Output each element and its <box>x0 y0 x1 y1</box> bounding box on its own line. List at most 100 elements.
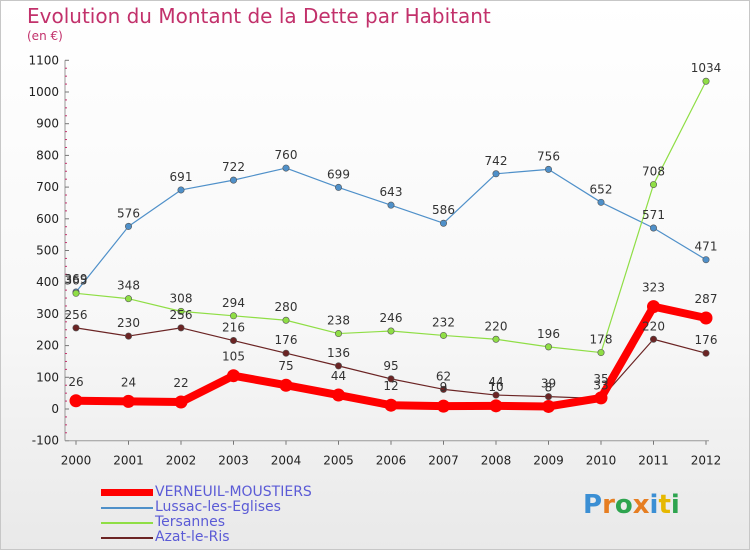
y-tick-label: 0 <box>51 402 59 416</box>
x-tick-label: 2003 <box>218 454 249 468</box>
y-tick-label: 700 <box>36 180 59 194</box>
series-3-point <box>72 324 80 332</box>
data-label-series-3: 176 <box>275 333 298 347</box>
series-3-point <box>702 349 710 357</box>
logo-letter: P <box>583 490 603 520</box>
data-label-series-0: 8 <box>545 380 553 394</box>
data-label-series-0: 287 <box>695 292 718 306</box>
data-label-series-3: 95 <box>383 359 398 373</box>
y-tick-label: 100 <box>36 370 59 384</box>
series-0-point <box>489 399 503 413</box>
legend-label: Azat-le-Ris <box>155 529 230 545</box>
data-label-series-0: 323 <box>642 281 665 295</box>
series-2-point <box>230 312 238 320</box>
data-label-series-1: 699 <box>327 167 350 181</box>
series-lines <box>69 77 713 413</box>
data-label-series-3: 176 <box>695 333 718 347</box>
series-1-point <box>334 183 342 191</box>
data-label-series-0: 44 <box>331 369 346 383</box>
data-label-series-2: 196 <box>537 327 560 341</box>
data-label-series-3: 44 <box>488 375 503 389</box>
series-2-point <box>702 77 710 85</box>
series-1-point <box>177 186 185 194</box>
series-2-point <box>649 181 657 189</box>
data-label-series-1: 760 <box>275 148 298 162</box>
chart-title: Evolution du Montant de la Dette par Hab… <box>27 4 491 28</box>
data-label-series-2: 1034 <box>691 61 722 75</box>
legend-swatch <box>101 489 153 496</box>
series-2-point <box>334 330 342 338</box>
data-label-series-3: 230 <box>117 316 140 330</box>
x-tick-label: 2001 <box>113 454 144 468</box>
x-tick-label: 2008 <box>481 454 512 468</box>
series-3-point <box>177 324 185 332</box>
data-label-series-2: 348 <box>117 279 140 293</box>
legend-label: VERNEUIL-MOUSTIERS <box>155 484 312 500</box>
data-label-series-0: 75 <box>278 359 293 373</box>
data-label-series-0: 22 <box>173 376 188 390</box>
data-label-series-0: 9 <box>440 380 448 394</box>
series-1-point <box>125 222 133 230</box>
series-3-point <box>334 362 342 370</box>
logo-letter: x <box>632 490 650 520</box>
series-1-point <box>702 256 710 264</box>
data-label-series-1: 643 <box>380 185 403 199</box>
series-3-point <box>230 337 238 345</box>
series-2-point <box>282 316 290 324</box>
series-0-point <box>647 300 660 314</box>
data-label-series-2: 294 <box>222 296 245 310</box>
data-label-series-3: 33 <box>593 379 608 393</box>
series-0-point <box>332 388 345 402</box>
x-tick-label: 2009 <box>533 454 564 468</box>
series-1-point <box>649 224 657 232</box>
series-3-point <box>649 335 657 343</box>
data-label-series-1: 369 <box>65 272 88 286</box>
logo-letter: i <box>670 490 680 520</box>
series-2-point <box>597 349 605 357</box>
x-tick-label: 2000 <box>61 454 92 468</box>
legend-swatch <box>101 522 153 524</box>
data-labels: 26 24 22 105 75 44 12 9 10 8 35 323 287 369 576 691 722 7… <box>65 61 722 394</box>
series-0-point <box>542 399 555 413</box>
x-tick-label: 2002 <box>166 454 197 468</box>
data-label-series-2: 308 <box>170 291 193 305</box>
data-label-series-1: 471 <box>695 240 718 254</box>
series-0-point <box>174 395 188 409</box>
logo-letter: r <box>602 490 615 520</box>
y-tick-label: 600 <box>36 212 59 226</box>
data-label-series-0: 10 <box>488 380 503 394</box>
data-label-series-1: 586 <box>432 203 455 217</box>
series-3-point <box>492 391 500 399</box>
y-tick-label: -100 <box>32 434 59 448</box>
series-2-point <box>177 307 185 315</box>
data-label-series-3: 62 <box>436 369 451 383</box>
data-label-series-2: 246 <box>380 311 403 325</box>
data-label-series-0: 12 <box>383 379 398 393</box>
series-3-point <box>544 393 552 401</box>
data-label-series-2: 232 <box>432 315 455 329</box>
series-2-point <box>125 295 133 303</box>
data-label-series-1: 652 <box>590 182 613 196</box>
y-tick-label: 300 <box>36 307 59 321</box>
data-label-series-3: 39 <box>541 377 556 391</box>
data-label-series-1: 571 <box>642 208 665 222</box>
series-0-point <box>122 394 135 408</box>
x-tick-label: 2012 <box>691 454 722 468</box>
x-tick-label: 2007 <box>428 454 459 468</box>
data-label-series-2: 365 <box>65 273 88 287</box>
series-0-point <box>437 399 450 413</box>
legend-swatch <box>101 537 153 539</box>
y-tick-label: 200 <box>36 339 59 353</box>
series-1-point <box>230 176 238 184</box>
x-tick-label: 2004 <box>271 454 302 468</box>
series-2-point <box>387 327 395 335</box>
data-label-series-3: 256 <box>65 308 88 322</box>
series-0-point <box>384 398 398 412</box>
x-tick-label: 2005 <box>323 454 354 468</box>
series-2-point <box>72 289 80 297</box>
data-label-series-0: 24 <box>121 375 136 389</box>
logo-letter: t <box>658 490 671 520</box>
y-tick-label: 800 <box>36 148 59 162</box>
